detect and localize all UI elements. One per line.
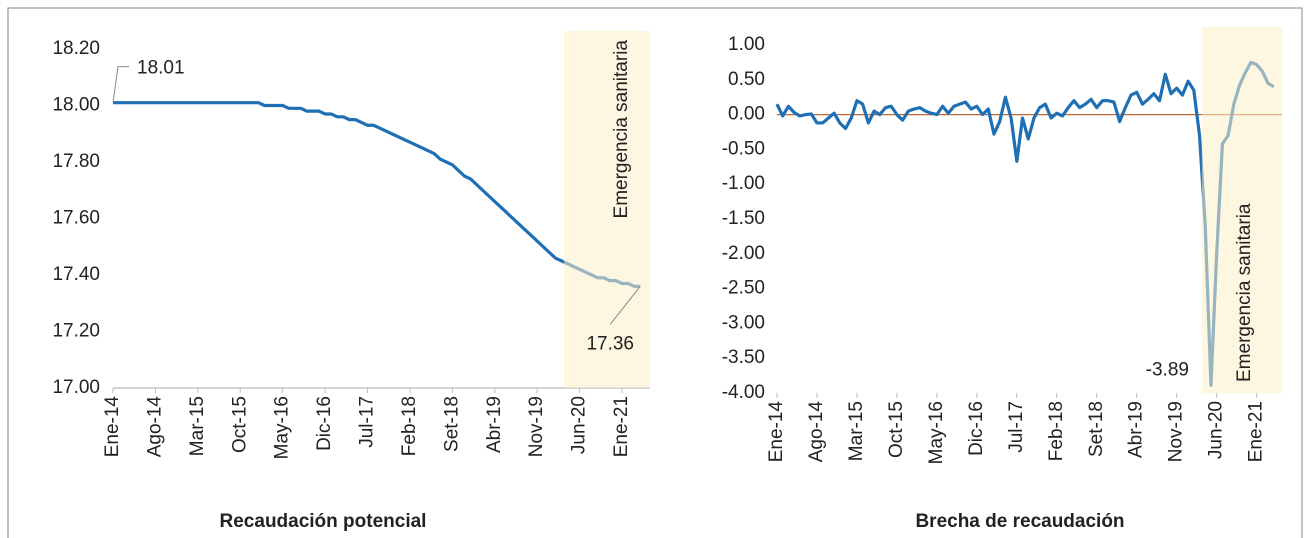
x-tick-label: Set-18 xyxy=(1086,401,1107,457)
x-tick-label: Set-18 xyxy=(441,396,462,452)
y-tick-label: 18.00 xyxy=(52,95,100,116)
shade xyxy=(563,31,650,388)
leader xyxy=(112,66,129,103)
data-label: 17.36 xyxy=(586,333,634,354)
x-tick-label: Nov-19 xyxy=(526,396,547,457)
y-tick-label: -3.50 xyxy=(722,347,765,368)
x-tick-label: May-16 xyxy=(272,396,293,459)
leader xyxy=(609,285,641,325)
y-tick-label: -4.00 xyxy=(722,382,765,403)
x-tick-label: Mar-15 xyxy=(187,396,208,456)
y-tick-label: -2.00 xyxy=(722,243,765,264)
chart-title: Recaudación potencial xyxy=(220,511,427,532)
y-tick-label: -1.00 xyxy=(722,173,765,194)
y-tick-label: 17.80 xyxy=(52,151,100,172)
y-tick-label: 17.60 xyxy=(52,208,100,229)
x-tick-label: Jun-20 xyxy=(569,396,590,454)
x-tick-label: Ago-14 xyxy=(144,396,165,458)
x-tick-label: Jun-20 xyxy=(1206,401,1227,459)
shade xyxy=(1201,27,1282,393)
x-tick-label: Jul-17 xyxy=(357,396,378,448)
frame xyxy=(7,7,1303,538)
data-label: 18.01 xyxy=(137,58,185,79)
y-tick-label: 0.00 xyxy=(728,104,765,125)
y-tick-label: 1.00 xyxy=(728,34,765,55)
chart-title: Brecha de recaudación xyxy=(915,511,1124,532)
x-tick-label: Ago-14 xyxy=(806,401,827,463)
x-tick-label: Dic-16 xyxy=(966,401,987,456)
y-tick-label: -1.50 xyxy=(722,208,765,229)
x-tick-label: Ene-14 xyxy=(766,401,787,463)
x-tick-label: Feb-18 xyxy=(1046,401,1067,461)
x-tick-label: Ene-21 xyxy=(1246,401,1267,462)
line xyxy=(113,101,641,288)
x-tick-label: Dic-16 xyxy=(314,396,335,451)
x-tick-label: Ene-21 xyxy=(611,396,632,457)
x-tick-label: Oct-15 xyxy=(229,396,250,453)
x-tick-label: May-16 xyxy=(926,401,947,464)
x-tick-label: Abr-19 xyxy=(1126,401,1147,458)
annotation: Emergencia sanitaria xyxy=(611,40,632,219)
x-tick-label: Oct-15 xyxy=(886,401,907,458)
y-tick-label: 0.50 xyxy=(728,69,765,90)
line xyxy=(775,60,1275,387)
x-tick-label: Abr-19 xyxy=(484,396,505,453)
x-tick-label: Feb-18 xyxy=(399,396,420,456)
y-tick-label: 18.20 xyxy=(52,38,100,59)
y-tick-label: -3.00 xyxy=(722,312,765,333)
x-tick-label: Jul-17 xyxy=(1006,401,1027,453)
y-tick-label: 17.40 xyxy=(52,264,100,285)
x-tick-label: Nov-19 xyxy=(1166,401,1187,462)
x-tick-label: Mar-15 xyxy=(846,401,867,461)
x-tick-label: Ene-14 xyxy=(102,396,123,458)
y-tick-label: -0.50 xyxy=(722,138,765,159)
y-tick-label: -2.50 xyxy=(722,278,765,299)
annotation: Emergencia sanitaria xyxy=(1234,203,1255,382)
data-label: -3.89 xyxy=(1146,359,1189,380)
y-tick-label: 17.00 xyxy=(52,377,100,398)
y-tick-label: 17.20 xyxy=(52,321,100,342)
